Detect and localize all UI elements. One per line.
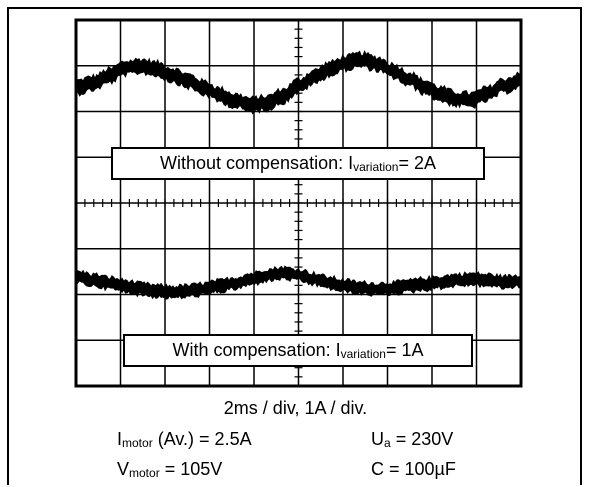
param-motor-voltage: Vmotor = 105V — [117, 459, 223, 480]
trace-1-label-sub: variation — [353, 159, 399, 174]
trace-2-label-prefix: With compensation: I — [172, 340, 341, 360]
trace-2-label-sub: variation — [340, 346, 386, 361]
trace-2 — [77, 265, 520, 300]
param-supply-voltage: Ua = 230V — [371, 429, 454, 450]
trace-1-label-suffix: = 2A — [398, 153, 436, 173]
trace-1-label-prefix: Without compensation: I — [160, 153, 354, 173]
trace-1 — [77, 49, 520, 115]
param-motor-current: Imotor (Av.) = 2.5A — [117, 429, 252, 450]
figure-frame — [7, 7, 582, 485]
trace-2-label-suffix: = 1A — [385, 340, 424, 360]
scale-text: 2ms / div, 1A / div. — [223, 398, 368, 418]
screen-border — [74, 18, 523, 388]
param-capacitance: C = 100µF — [371, 459, 456, 479]
